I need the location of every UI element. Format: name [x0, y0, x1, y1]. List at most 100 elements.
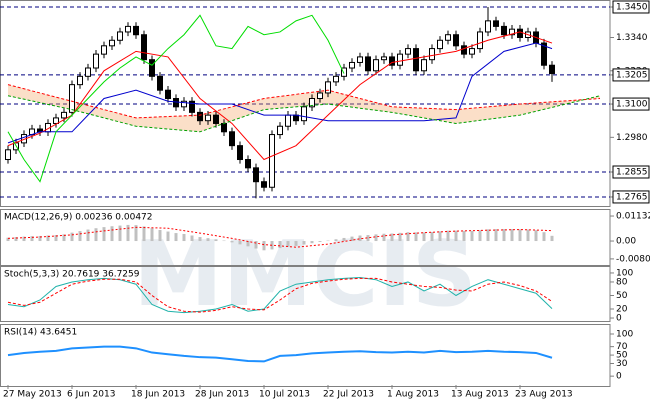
macd-bar: [495, 229, 498, 241]
candle-body: [550, 65, 555, 73]
macd-bar: [479, 230, 482, 241]
candle-body: [246, 160, 251, 168]
x-tick-label: 23 Aug 2013: [515, 390, 573, 400]
macd-bar: [175, 233, 178, 241]
y-tick-label: 1.3205: [616, 70, 648, 80]
candle-body: [86, 68, 91, 76]
macd-bar: [287, 241, 290, 247]
candle-body: [334, 76, 339, 82]
candle-body: [62, 112, 67, 118]
candle-body: [166, 90, 171, 98]
macd-bar: [183, 234, 186, 241]
candle-body: [214, 115, 219, 123]
macd-bar: [335, 239, 338, 241]
candle-body: [318, 93, 323, 99]
candle-body: [142, 35, 147, 60]
candle-body: [6, 150, 11, 160]
y-tick-label: 1.3340: [616, 33, 648, 43]
macd-bar: [255, 241, 258, 249]
macd-bar: [199, 237, 202, 241]
candle-body: [406, 49, 411, 55]
macd-bar: [543, 232, 546, 241]
macd-bar: [503, 229, 506, 241]
candle-body: [478, 32, 483, 49]
macd-bar: [95, 228, 98, 241]
candle-body: [262, 182, 267, 188]
macd-bar: [311, 241, 314, 243]
candle-body: [174, 99, 179, 107]
macd-bar: [159, 230, 162, 241]
y-tick-label: 1.3100: [616, 100, 648, 110]
panel-title: RSI(14) 43.6451: [4, 328, 77, 338]
y-tick-label: 80: [616, 277, 628, 287]
candle-body: [382, 57, 387, 60]
macd-bar: [303, 241, 306, 245]
x-tick-label: 27 May 2013: [3, 390, 62, 400]
y-tick-label: 1.2855: [616, 167, 648, 177]
macd-bar: [447, 231, 450, 241]
candle-body: [446, 35, 451, 41]
y-tick-label: 1.2980: [616, 133, 648, 143]
candle-body: [302, 107, 307, 121]
macd-bar: [343, 238, 346, 241]
macd-bar: [431, 232, 434, 241]
candle-body: [110, 40, 115, 46]
x-tick-label: 6 Jun 2013: [67, 390, 115, 400]
candle-body: [494, 21, 499, 27]
y-tick-label: 100: [616, 330, 633, 340]
panel-title: Stoch(5,3,3) 20.7619 36.7259: [4, 270, 140, 280]
candle-body: [198, 112, 203, 120]
candle-body: [126, 26, 131, 32]
candle-body: [414, 49, 419, 71]
candle-body: [286, 115, 291, 126]
candle-body: [158, 76, 163, 90]
macd-bar: [191, 236, 194, 242]
x-tick-label: 10 Jul 2013: [259, 390, 310, 400]
macd-bar: [167, 232, 170, 241]
candle-body: [358, 57, 363, 63]
candle-body: [278, 126, 283, 134]
x-tick-label: 18 Jun 2013: [131, 390, 185, 400]
candle-body: [326, 82, 331, 93]
candle-body: [398, 54, 403, 65]
candle-body: [94, 54, 99, 68]
y-tick-label: 1.3450: [616, 2, 648, 12]
macd-bar: [487, 229, 490, 241]
macd-bar: [527, 230, 530, 241]
macd-bar: [423, 232, 426, 241]
candle-body: [470, 49, 475, 55]
candle-body: [502, 26, 507, 34]
candle-body: [70, 85, 75, 113]
y-tick-label: 0.00: [616, 237, 636, 247]
candle-body: [134, 26, 139, 34]
macd-bar: [295, 241, 298, 246]
macd-bar: [207, 238, 210, 241]
macd-bar: [151, 228, 154, 241]
candle-body: [230, 132, 235, 146]
macd-bar: [119, 226, 122, 241]
panel-title: MACD(12,26,9) 0.00236 0.00472: [4, 213, 153, 223]
macd-bar: [279, 241, 282, 248]
candle-body: [294, 115, 299, 121]
macd-bar: [439, 231, 442, 241]
candle-body: [422, 60, 427, 71]
candle-body: [350, 62, 355, 68]
macd-bar: [383, 234, 386, 241]
macd-bar: [71, 233, 74, 241]
candle-body: [462, 46, 467, 54]
macd-bar: [551, 236, 554, 241]
x-tick-label: 28 Jun 2013: [195, 390, 249, 400]
macd-bar: [103, 227, 106, 241]
candle-body: [78, 76, 83, 84]
macd-bar: [143, 226, 146, 241]
macd-bar: [535, 230, 538, 241]
macd-bar: [375, 234, 378, 241]
macd-bar: [463, 231, 466, 241]
macd-bar: [215, 239, 218, 241]
macd-bar: [263, 241, 266, 250]
candle-body: [366, 57, 371, 71]
x-tick-label: 1 Aug 2013: [387, 390, 439, 400]
macd-bar: [455, 231, 458, 241]
